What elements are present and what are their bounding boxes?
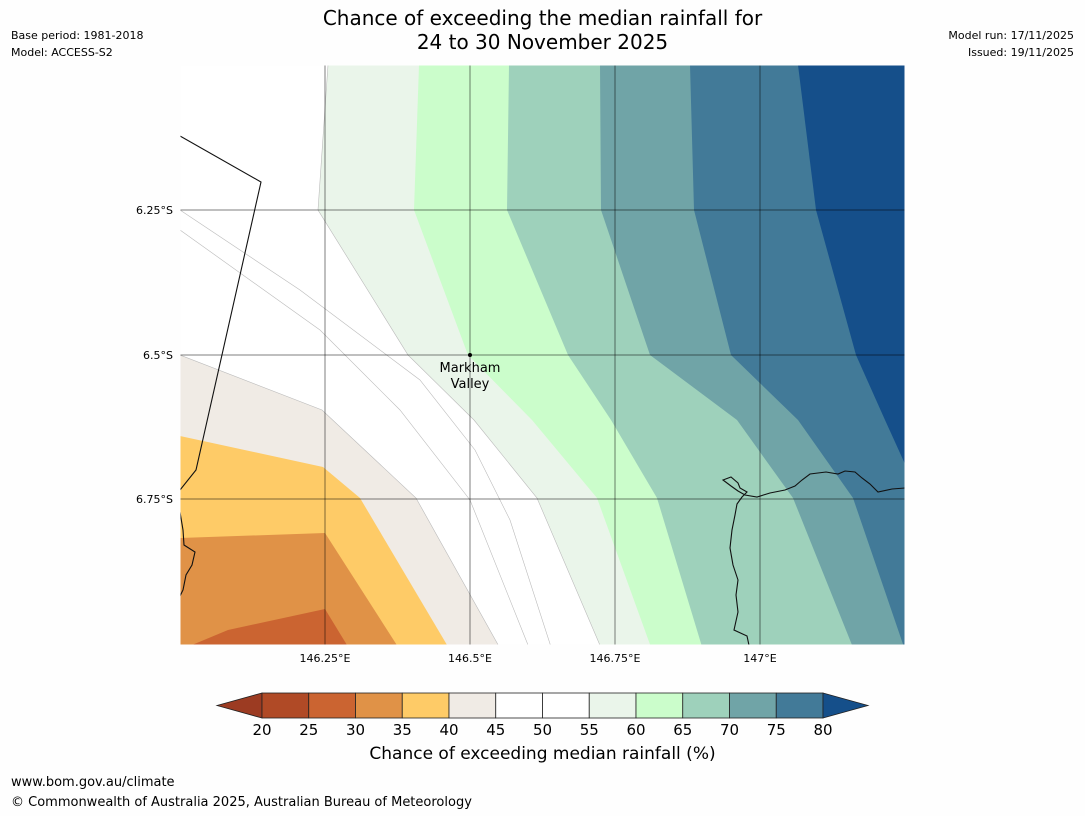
colorbar-tick-label: 60 — [626, 721, 645, 739]
colorbar-tick-label: 70 — [720, 721, 739, 739]
lat-label: 6.75°S — [136, 493, 173, 506]
colorbar-tick-label: 20 — [252, 721, 271, 739]
colorbar-swatch — [542, 692, 590, 719]
lat-label: 6.5°S — [143, 349, 173, 362]
model-name: Model: ACCESS-S2 — [11, 46, 113, 59]
colorbar-tick-label: 30 — [346, 721, 365, 739]
colorbar-swatch — [775, 692, 824, 719]
contour-lines — [180, 65, 601, 645]
graticule — [180, 65, 905, 645]
colorbar-tick-label: 35 — [393, 721, 412, 739]
issued-date: Issued: 19/11/2025 — [967, 46, 1074, 59]
colorbar-tick-label: 40 — [439, 721, 458, 739]
footer-copyright: © Commonwealth of Australia 2025, Austra… — [11, 795, 472, 810]
colorbar-swatch — [355, 692, 403, 719]
title-line-2: 24 to 30 November 2025 — [416, 30, 669, 54]
colorbar-tick-label: 55 — [580, 721, 599, 739]
lon-label: 146.5°E — [448, 652, 492, 665]
colorbar-tick-label: 50 — [533, 721, 552, 739]
colorbar-swatch — [635, 692, 684, 719]
coastline — [180, 135, 905, 645]
colorbar-swatch — [495, 692, 543, 719]
lon-label: 146.25°E — [300, 652, 351, 665]
band-above-80 — [798, 65, 905, 464]
colorbar-tick-label: 25 — [299, 721, 318, 739]
colorbar: 20 25 30 35 40 45 50 55 60 65 70 75 80 — [215, 692, 870, 739]
map-title: Chance of exceeding the median rainfall … — [0, 6, 1085, 54]
lon-label: 146.75°E — [590, 652, 641, 665]
lon-label: 147°E — [743, 652, 776, 665]
base-period: Base period: 1981-2018 — [11, 29, 144, 42]
model-run: Model run: 17/11/2025 — [948, 29, 1074, 42]
footer-url[interactable]: www.bom.gov.au/climate — [11, 775, 175, 790]
place-label-line-2: Valley — [451, 377, 490, 392]
colorbar-swatch — [261, 692, 310, 719]
run-info: Model run: 17/11/2025 Issued: 19/11/2025 — [948, 27, 1074, 61]
model-info: Base period: 1981-2018 Model: ACCESS-S2 — [11, 27, 143, 61]
location-dot-icon — [468, 353, 472, 357]
place-label-line-1: Markham — [440, 361, 501, 376]
map-frame — [179, 64, 906, 646]
colorbar-swatch — [682, 692, 730, 719]
title-line-1: Chance of exceeding the median rainfall … — [322, 6, 763, 30]
colorbar-label: Chance of exceeding median rainfall (%) — [369, 744, 716, 764]
probability-bands — [180, 65, 905, 645]
colorbar-extension-high — [822, 692, 870, 719]
colorbar-swatch — [308, 692, 356, 719]
colorbar-swatch — [448, 692, 497, 719]
colorbar-tick-label: 75 — [767, 721, 786, 739]
band-30-35 — [180, 533, 397, 645]
colorbar-tick-label: 65 — [673, 721, 692, 739]
colorbar-extension-low — [215, 692, 263, 719]
colorbar-swatch — [401, 692, 450, 719]
lat-label: 6.25°S — [136, 204, 173, 217]
colorbar-tick-label: 45 — [486, 721, 505, 739]
axis-labels: 6.25°S 6.5°S 6.75°S 146.25°E 146.5°E 146… — [136, 204, 777, 665]
colorbar-tick-label: 80 — [813, 721, 832, 739]
band-25-30 — [192, 609, 347, 645]
colorbar-swatch — [588, 692, 637, 719]
colorbar-swatch — [729, 692, 777, 719]
place-marker: Markham Valley — [440, 353, 501, 392]
